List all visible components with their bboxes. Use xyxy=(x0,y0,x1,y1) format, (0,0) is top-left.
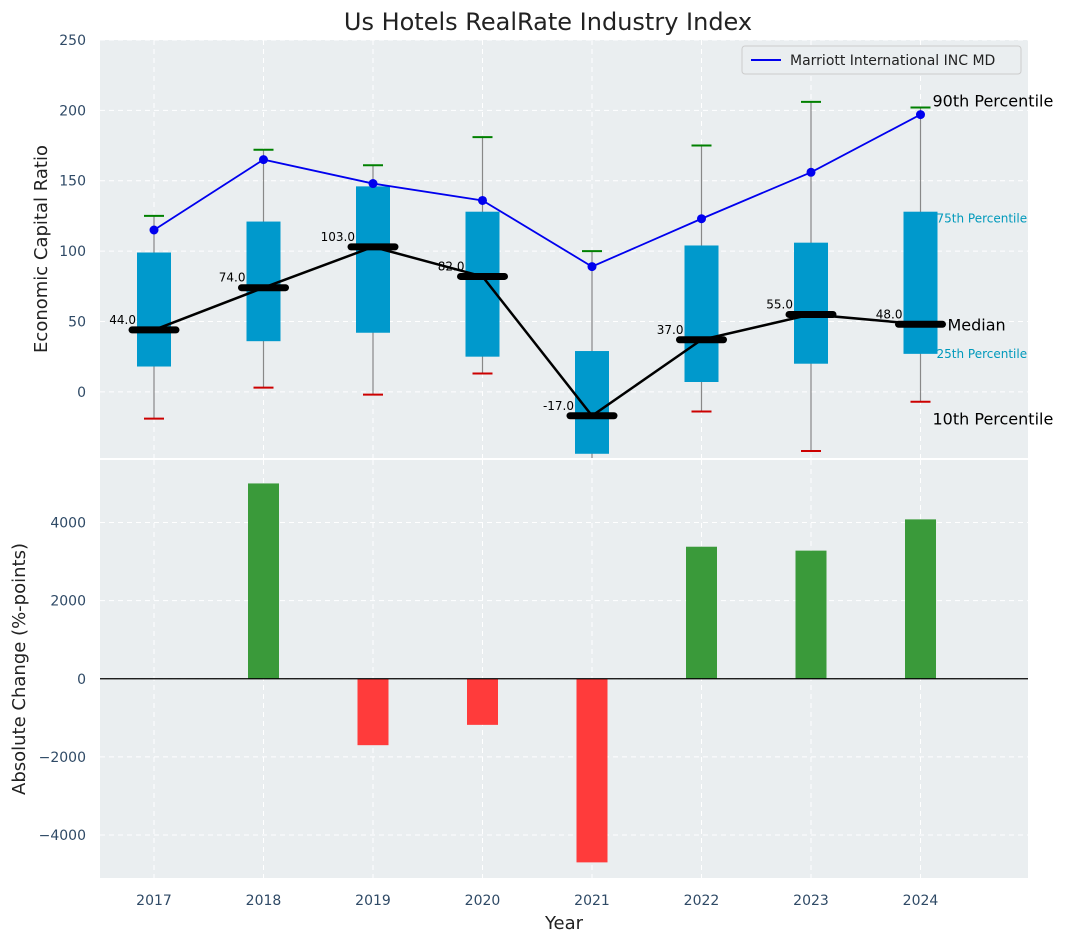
bottom-y-tick-label: −4000 xyxy=(39,828,86,844)
top-y-tick-label: 250 xyxy=(59,33,86,49)
bottom-y-tick-label: 0 xyxy=(77,672,86,688)
change-bar-negative xyxy=(467,678,498,725)
median-value-label: 82.0 xyxy=(438,259,465,273)
change-bar-positive xyxy=(905,519,936,679)
median-value-label: 74.0 xyxy=(219,271,246,285)
company-series-point xyxy=(806,167,816,177)
change-bar-positive xyxy=(686,546,717,679)
top-y-tick-label: 100 xyxy=(59,244,86,260)
percentile-box xyxy=(794,242,828,364)
x-tick-label: 2022 xyxy=(684,893,720,909)
change-bar-negative xyxy=(357,678,389,746)
bottom-y-tick-label: −2000 xyxy=(39,750,86,766)
change-bar-positive xyxy=(795,550,827,679)
percentile-box xyxy=(903,211,938,354)
x-tick-label: 2023 xyxy=(793,893,829,909)
median-value-label: 37.0 xyxy=(657,323,684,337)
change-bar-positive xyxy=(248,483,279,679)
legend-box xyxy=(741,45,1022,75)
top-y-axis-label: Economic Capital Ratio xyxy=(31,145,52,353)
chart-title: Us Hotels RealRate Industry Index xyxy=(344,8,752,36)
company-series-point xyxy=(697,214,706,224)
bottom-y-axis-label: Absolute Change (%-points) xyxy=(9,543,30,795)
bottom-y-tick-label: 4000 xyxy=(50,516,86,532)
company-series-point xyxy=(149,225,159,235)
percentile-box xyxy=(246,221,281,342)
top-y-tick-label: 200 xyxy=(59,103,86,119)
x-tick-label: 2020 xyxy=(465,893,501,909)
change-bar-negative xyxy=(576,678,608,863)
median-value-label: 103.0 xyxy=(321,230,355,244)
annotation-75th-percentile: 75th Percentile xyxy=(937,212,1028,226)
x-tick-label: 2024 xyxy=(903,893,939,909)
bottom-y-tick-label: 2000 xyxy=(50,594,86,610)
x-tick-label: 2018 xyxy=(246,893,282,909)
company-series-point xyxy=(259,155,268,165)
percentile-box xyxy=(684,245,719,382)
x-axis-label: Year xyxy=(544,913,584,934)
percentile-box xyxy=(356,186,390,333)
percentile-box xyxy=(465,211,500,357)
x-tick-label: 2019 xyxy=(355,893,391,909)
top-y-tick-label: 50 xyxy=(68,314,86,330)
company-series-line xyxy=(153,113,921,268)
legend-entry-label: Marriott International INC MD xyxy=(790,53,995,69)
median-value-label: -17.0 xyxy=(543,399,574,413)
annotation-median: Median xyxy=(948,315,1006,334)
top-y-tick-label: 0 xyxy=(77,385,86,401)
top-y-tick-label: 150 xyxy=(59,174,86,190)
annotation-10th-percentile: 10th Percentile xyxy=(933,410,1054,429)
percentile-box xyxy=(137,252,171,367)
median-value-label: 48.0 xyxy=(876,307,903,321)
company-series-point xyxy=(587,262,597,272)
x-tick-label: 2017 xyxy=(136,893,172,909)
median-trend-line xyxy=(153,245,921,418)
annotation-90th-percentile: 90th Percentile xyxy=(933,92,1054,111)
bottom-panel: −4000 −2000 0 2000 4000 2017 2018 2019 2020 2021 2… xyxy=(9,460,1028,934)
annotation-25th-percentile: 25th Percentile xyxy=(937,347,1028,361)
company-series-point xyxy=(368,179,378,189)
company-series-point xyxy=(916,110,925,120)
median-value-label: 55.0 xyxy=(766,297,793,311)
company-series-point xyxy=(478,195,487,205)
x-tick-label: 2021 xyxy=(574,893,610,909)
top-panel: 0 50 100 150 200 250 Economic Capital Ratio 44.… xyxy=(31,33,1053,458)
median-value-label: 44.0 xyxy=(109,313,136,327)
chart-legend: Marriott International INC MD xyxy=(741,45,1022,75)
